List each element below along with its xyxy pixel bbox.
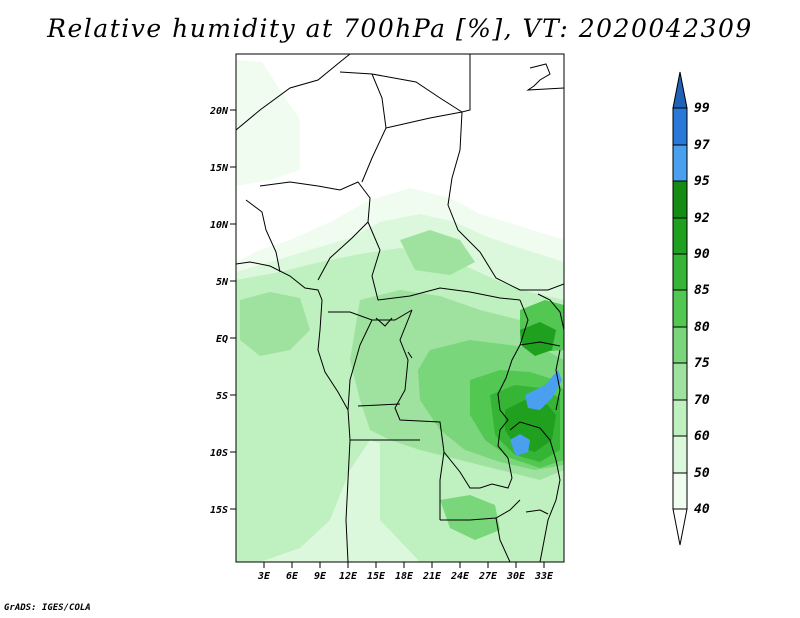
lat-label-5s: 5S: [216, 391, 228, 402]
colorbar-cap-top: [672, 71, 688, 109]
colorbar-seg-92-95: [673, 181, 687, 218]
colorbar-seg-85-90: [673, 254, 687, 290]
lat-label-5n: 5N: [216, 277, 229, 288]
colorbar-seg-70-75: [673, 363, 687, 400]
colorbar-label-40: 40: [694, 502, 710, 517]
lon-axis: 3E 6E 9E 12E 15E 18E 21E 24E 27E 30E 33E: [257, 562, 554, 582]
lon-label-12e: 12E: [339, 571, 358, 582]
colorbar-seg-75-80: [673, 327, 687, 363]
colorbar-label-75: 75: [694, 356, 710, 371]
colorbar: 99 97 95 92 90 85 80 75 70 60 50 40: [672, 71, 710, 546]
lat-label-10s: 10S: [210, 448, 228, 459]
colorbar-seg-40-50: [673, 473, 687, 509]
lon-label-3e: 3E: [257, 571, 271, 582]
lon-label-9e: 9E: [314, 571, 327, 582]
colorbar-label-80: 80: [694, 320, 710, 335]
colorbar-label-50: 50: [694, 466, 710, 481]
lat-label-15n: 15N: [210, 163, 229, 174]
lat-label-10n: 10N: [210, 220, 229, 231]
map-title: Relative humidity at 700hPa [%], VT: 202…: [47, 14, 753, 43]
colorbar-label-99: 99: [694, 101, 710, 116]
colorbar-seg-97-99: [673, 108, 687, 145]
colorbar-label-90: 90: [694, 247, 710, 262]
colorbar-label-92: 92: [694, 211, 710, 226]
colorbar-label-97: 97: [694, 138, 710, 153]
colorbar-label-85: 85: [694, 283, 710, 298]
country-borders: [236, 54, 564, 562]
colorbar-label-70: 70: [694, 393, 710, 408]
lon-label-21e: 21E: [422, 571, 442, 582]
humidity-field: [236, 60, 564, 562]
colorbar-label-60: 60: [694, 429, 710, 444]
lon-label-6e: 6E: [286, 571, 299, 582]
colorbar-seg-90-92: [673, 218, 687, 254]
lon-label-27e: 27E: [478, 571, 498, 582]
lon-label-30e: 30E: [506, 571, 526, 582]
lat-label-15s: 15S: [210, 505, 228, 516]
lon-label-18e: 18E: [395, 571, 414, 582]
lon-label-24e: 24E: [450, 571, 470, 582]
plot-frame: [235, 53, 565, 563]
lon-label-15e: 15E: [367, 571, 386, 582]
lat-label-eq: EQ: [216, 334, 228, 345]
footer-credit: GrADS: IGES/COLA: [4, 603, 91, 613]
colorbar-label-95: 95: [694, 174, 710, 189]
colorbar-cap-bottom: [672, 508, 688, 546]
colorbar-seg-80-85: [673, 290, 687, 327]
lat-label-20n: 20N: [209, 106, 229, 117]
colorbar-seg-50-60: [673, 436, 687, 473]
colorbar-seg-60-70: [673, 400, 687, 436]
lon-label-33e: 33E: [534, 571, 554, 582]
lat-axis: 20N 15N 10N 5N EQ 5S 10S 15S: [209, 106, 236, 516]
colorbar-seg-95-97: [673, 145, 687, 181]
